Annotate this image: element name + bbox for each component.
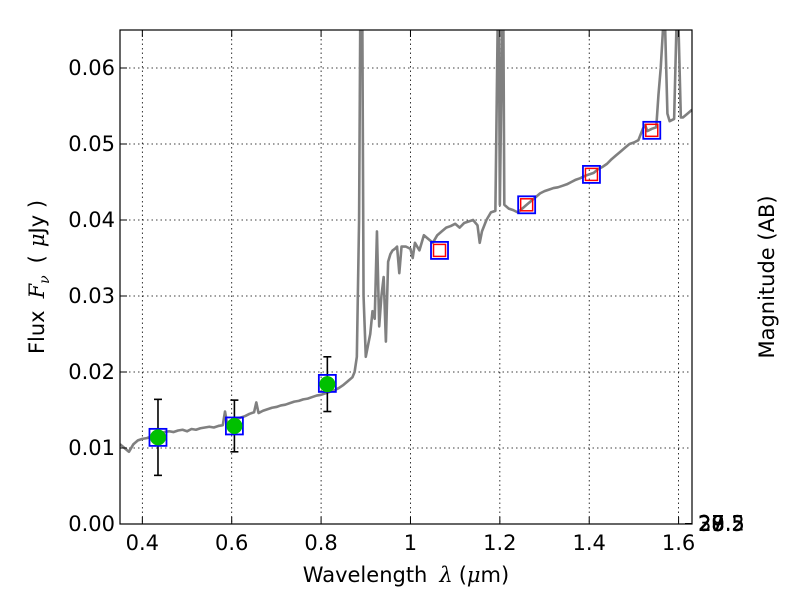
y2-tick-label: 30 [698,512,725,536]
y2-tick-label: 27 [698,512,725,536]
y2-tick-label: 29 [698,512,725,536]
y-tick-label: 0.04 [68,208,115,232]
tick-labels: 0.4 0.6 0.8 1 1.2 1.4 1.6 0.00 0.01 0.02 0.03 0.04 0… [68,56,745,555]
x-tick-label: 1.4 [573,531,606,555]
y-axis-title: FluxFν(μJy ) [25,200,53,354]
photometry-point [226,417,243,434]
x-tick-label: 0.6 [215,531,248,555]
photometry-point [319,376,336,393]
y-tick-label: 0.05 [68,132,115,156]
upper-limit-square [584,167,599,182]
upper-limit-square [645,123,659,138]
y-tick-label: 0.02 [68,360,115,384]
x-tick-label: 0.4 [126,531,159,555]
plot-area [120,30,692,524]
plot-frame [119,29,693,525]
model-photometry-square [430,240,449,260]
model-photometry-square [224,416,244,436]
x-axis-title: Wavelength λ (μm) [303,563,509,587]
tick-marks [120,30,692,525]
y2-tick-label: 28.5 [698,512,745,536]
upper-limit-square [432,243,447,258]
model-photometry-square [582,164,601,184]
model-photometry-square [642,120,662,140]
y-tick-label: 0.01 [68,436,115,460]
photometry-point [149,429,166,446]
y-tick-label: 0.06 [68,56,115,80]
x-tick-label: 1.6 [662,531,695,555]
y2-axis-title: Magnitude (AB) [755,195,779,358]
y2-tick-label: 28 [698,512,725,536]
data-layer [120,30,692,477]
y2-tick-label: 27.2 [698,512,745,536]
y-tick-label: 0.00 [68,512,115,536]
y-tick-label: 0.03 [68,284,115,308]
model-photometry-square [148,427,168,447]
x-tick-label: 1.2 [483,531,516,555]
y2-tick-label: 27.5 [698,512,745,536]
model-photometry-square [517,195,537,215]
x-tick-label: 1 [404,531,417,555]
x-tick-label: 0.8 [304,531,337,555]
upper-limit-square [519,198,534,212]
